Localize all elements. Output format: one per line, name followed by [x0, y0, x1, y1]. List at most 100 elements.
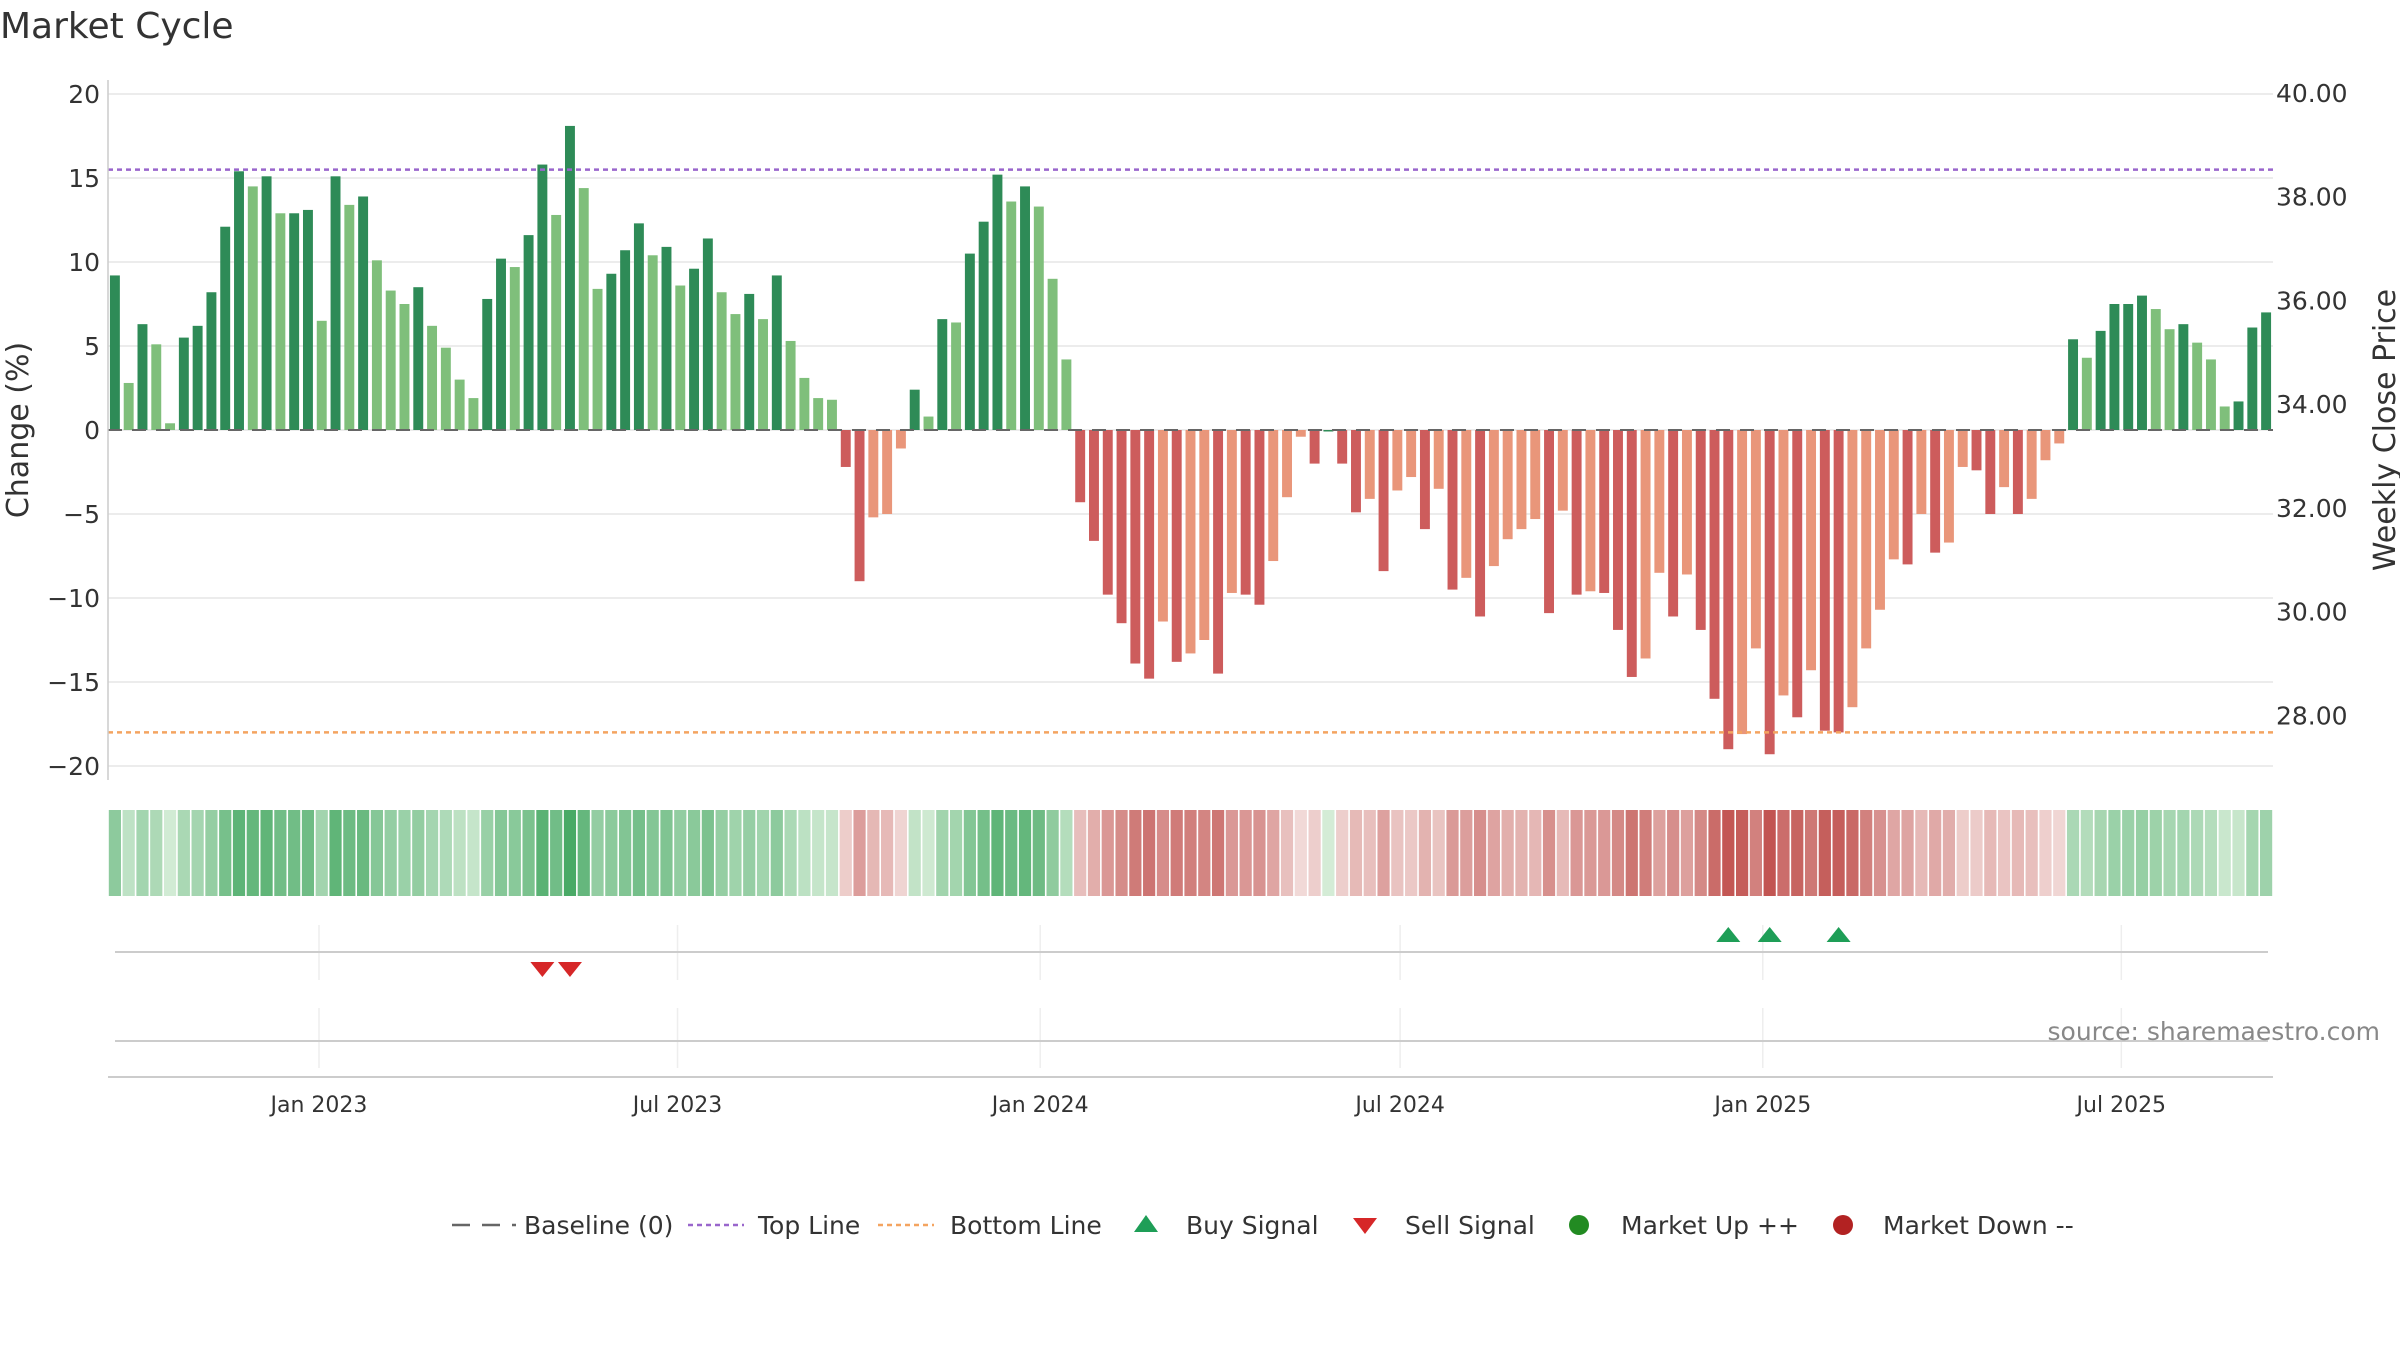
heat-cell: [1060, 810, 1073, 896]
change-bar: [1089, 430, 1099, 541]
change-bar: [1502, 430, 1513, 540]
change-bar: [1613, 430, 1623, 630]
change-bar: [440, 347, 451, 430]
change-bar: [661, 246, 672, 430]
change-bar: [1364, 430, 1375, 499]
change-bar: [289, 213, 300, 430]
y-tick-label: 0: [84, 416, 100, 445]
change-bar: [2205, 359, 2216, 430]
change-bar: [868, 430, 879, 518]
change-bar: [206, 292, 217, 430]
change-bar: [1199, 430, 1210, 640]
change-bar: [675, 285, 686, 430]
change-bar: [509, 267, 520, 430]
heat-cell: [1487, 810, 1500, 896]
change-bar: [827, 399, 837, 430]
heat-cell: [2108, 810, 2121, 896]
heat-cell: [632, 810, 646, 896]
change-bar: [1337, 430, 1348, 464]
heat-cell: [1377, 810, 1390, 896]
legend-buy-signal-label: Buy Signal: [1186, 1211, 1319, 1240]
heat-cell: [1322, 810, 1335, 896]
change-bar: [978, 221, 989, 430]
y-tick-label: 20: [68, 80, 100, 109]
change-bar: [937, 319, 948, 430]
heat-cell: [2053, 810, 2066, 896]
buy-signal-marker: [1826, 927, 1851, 942]
heat-cell: [1336, 810, 1349, 896]
change-bar: [1075, 430, 1086, 503]
change-bar: [813, 398, 824, 430]
heat-cell: [1046, 810, 1059, 896]
bars-layer: [109, 125, 2272, 755]
change-bar: [1254, 430, 1265, 605]
heat-cell: [1846, 810, 1859, 896]
heat-cell: [1156, 810, 1170, 896]
change-bar: [1819, 430, 1830, 731]
change-bar: [1943, 430, 1954, 543]
change-bar: [1240, 430, 1251, 595]
heat-cell: [177, 810, 190, 896]
change-bar: [1916, 430, 1927, 514]
heat-cell: [1901, 810, 1914, 896]
heat-cell: [1749, 810, 1762, 896]
heat-cell: [701, 810, 714, 896]
change-bar: [951, 322, 962, 430]
change-bar: [2192, 342, 2203, 430]
heat-cell: [1998, 810, 2011, 896]
heat-cell: [122, 810, 135, 896]
change-bar: [1378, 430, 1389, 572]
heat-cell: [936, 810, 949, 896]
market-panel: [115, 1008, 2268, 1068]
change-bar: [633, 223, 644, 430]
x-tick-label: Jul 2023: [631, 1093, 723, 1118]
change-bar: [840, 430, 851, 467]
heat-cell: [1584, 810, 1597, 896]
heat-cell: [1804, 810, 1818, 896]
change-bar: [1792, 430, 1803, 718]
change-bar: [1764, 430, 1775, 755]
heat-cell: [343, 810, 356, 896]
heat-cell: [1074, 810, 1087, 896]
change-bar: [1709, 430, 1720, 699]
legend: Baseline (0) Top Line Bottom Line Buy Signa…: [452, 1211, 2074, 1240]
heat-cell: [1722, 810, 1735, 896]
heat-cell: [1860, 810, 1873, 896]
signal-panel: [115, 925, 2268, 980]
change-bar: [1875, 430, 1885, 610]
heat-cell: [1542, 810, 1556, 896]
change-bar: [2081, 357, 2092, 430]
heat-cell: [1115, 810, 1128, 896]
change-bar: [1833, 430, 1844, 733]
heat-cell: [1763, 810, 1776, 896]
y-tick-label: −10: [47, 584, 100, 613]
change-bar: [1488, 430, 1499, 567]
legend-buy-signal-marker: [1134, 1215, 1158, 1232]
heat-cell: [494, 810, 508, 896]
heat-cell: [1984, 810, 1997, 896]
heat-cell: [1515, 810, 1528, 896]
change-bar: [1226, 430, 1237, 593]
heat-cell: [839, 810, 852, 896]
heat-cell: [1294, 810, 1307, 896]
change-bar: [275, 213, 286, 430]
change-bar: [1185, 430, 1196, 654]
heat-cell: [1446, 810, 1459, 896]
heat-cell: [2218, 810, 2231, 896]
heat-cell: [357, 810, 370, 896]
change-bar: [2219, 406, 2230, 430]
y2-tick-label: 32.00: [2276, 494, 2348, 523]
change-bar: [992, 174, 1003, 430]
heat-cell: [1791, 810, 1804, 896]
heat-cell: [1598, 810, 1611, 896]
change-bar: [1723, 430, 1734, 750]
heat-cell: [743, 810, 756, 896]
change-bar: [1130, 430, 1141, 664]
change-bar: [1447, 430, 1458, 590]
change-bar: [1268, 430, 1279, 562]
change-bar: [1985, 430, 1996, 514]
change-bar: [1419, 430, 1430, 530]
heat-cell: [315, 810, 328, 896]
heat-cell: [191, 810, 204, 896]
